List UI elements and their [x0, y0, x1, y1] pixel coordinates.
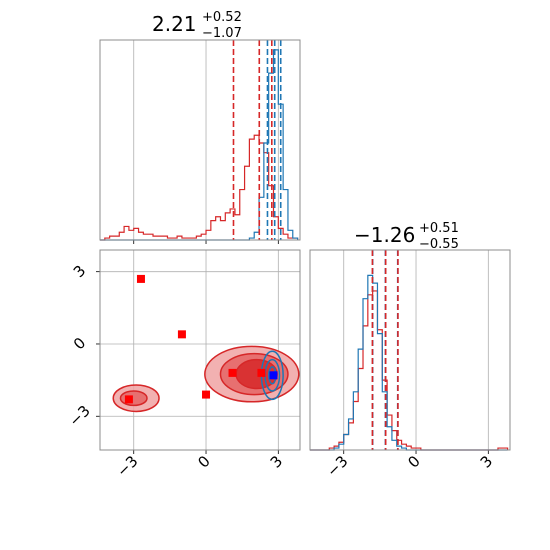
joint-red-marker — [177, 330, 186, 339]
joint-y-tick-label: 3 — [70, 262, 89, 281]
title-param-1: 2.21 +0.52 −1.07 — [152, 10, 242, 41]
title-param-2-value: −1.26 — [354, 223, 415, 247]
joint-blue-marker — [269, 371, 278, 380]
title-param-2: −1.26 +0.51 −0.55 — [354, 221, 459, 252]
joint-red-marker — [124, 395, 133, 404]
marginal-2-background — [310, 250, 510, 450]
marginal-2-panel: −3 0 3 — [309, 249, 511, 480]
marginal-1-frame — [99, 39, 301, 241]
marginal-2-x-tick-label: 3 — [477, 452, 496, 471]
joint-red-marker — [136, 274, 145, 283]
joint-red-marker — [228, 368, 237, 377]
joint-panel: −3 0 3 −3 0 3 — [65, 249, 301, 480]
marginal-2-x-tick-label: −3 — [323, 452, 351, 480]
title-param-2-lower: −0.55 — [419, 237, 459, 252]
joint-frame — [99, 249, 301, 451]
joint-x-tick-label: 3 — [267, 452, 286, 471]
marginal-2-x-tick-label: 0 — [404, 452, 423, 471]
title-param-2-upper: +0.51 — [419, 221, 459, 236]
joint-y-tick-label: 0 — [70, 334, 89, 353]
joint-red-contour-middle — [119, 390, 148, 407]
joint-x-tick-label: 0 — [194, 452, 213, 471]
title-param-1-lower: −1.07 — [202, 26, 242, 41]
title-param-1-value: 2.21 — [152, 12, 197, 36]
title-param-1-upper: +0.52 — [202, 10, 242, 25]
joint-x-tick-label: −3 — [113, 452, 141, 480]
marginal-2-frame — [309, 249, 511, 451]
joint-y-tick-label: −3 — [65, 402, 93, 430]
marginal-1-background — [100, 40, 300, 240]
marginal-1-panel — [99, 39, 301, 244]
joint-red-marker — [202, 390, 211, 399]
joint-plot-area — [112, 274, 300, 413]
joint-red-marker — [257, 368, 266, 377]
